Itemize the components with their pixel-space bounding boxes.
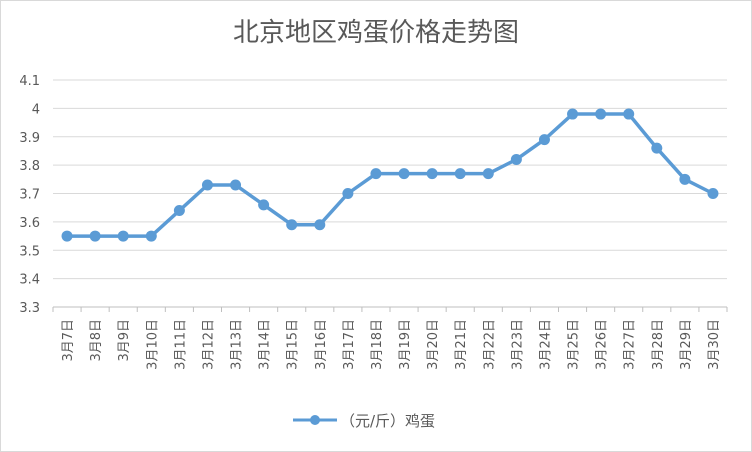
data-point [370, 168, 382, 180]
data-point [538, 134, 550, 146]
x-tick-label: 3月16日 [314, 319, 329, 370]
x-tick-label: 3月28日 [651, 319, 666, 370]
data-point [230, 179, 242, 191]
x-tick-label: 3月11日 [173, 319, 188, 370]
x-tick-label: 3月8日 [89, 319, 104, 362]
x-tick-label: 3月27日 [623, 319, 638, 370]
y-tick-label: 4 [32, 102, 40, 117]
data-point [707, 188, 719, 199]
data-point [61, 230, 73, 242]
data-point [201, 179, 213, 191]
x-tick-label: 3月24日 [538, 319, 553, 370]
x-tick-label: 3月29日 [679, 319, 694, 370]
data-point [623, 108, 635, 120]
data-point [89, 230, 101, 242]
x-tick-label: 3月23日 [510, 319, 525, 370]
x-tick-label: 3月10日 [145, 319, 160, 370]
y-tick-label: 3.9 [19, 131, 40, 146]
data-point [595, 108, 607, 120]
x-tick-label: 3月14日 [258, 319, 273, 370]
data-point [314, 219, 326, 231]
x-tick-label: 3月9日 [117, 319, 132, 362]
data-point [145, 230, 157, 242]
data-point [454, 168, 466, 180]
data-point [342, 188, 354, 199]
x-tick-label: 3月22日 [482, 319, 497, 370]
x-tick-label: 3月17日 [342, 319, 357, 370]
data-point [173, 205, 185, 217]
x-tick-label: 3月12日 [201, 319, 216, 370]
x-tick-label: 3月25日 [567, 319, 582, 370]
data-point [510, 153, 522, 165]
legend-marker [310, 415, 320, 425]
x-tick-label: 3月7日 [61, 319, 76, 362]
x-tick-label: 3月26日 [595, 319, 610, 370]
x-tick-label: 3月21日 [454, 319, 469, 370]
data-point [117, 230, 129, 242]
y-tick-label: 3.7 [19, 188, 40, 203]
data-point [258, 199, 270, 211]
x-tick-label: 3月20日 [426, 319, 441, 370]
data-point [482, 168, 494, 180]
y-tick-label: 3.5 [19, 244, 40, 259]
data-point [567, 108, 579, 120]
data-point [398, 168, 410, 180]
legend-label: （元/斤）鸡蛋 [340, 412, 435, 430]
chart-title: 北京地区鸡蛋价格走势图 [232, 18, 519, 48]
data-point [679, 173, 691, 185]
y-tick-label: 3.4 [19, 273, 40, 288]
x-tick-label: 3月19日 [398, 319, 413, 370]
y-tick-label: 3.8 [19, 159, 40, 174]
x-tick-label: 3月30日 [707, 319, 722, 370]
series-line [67, 112, 714, 238]
data-point [286, 219, 298, 231]
y-tick-label: 4.1 [19, 74, 40, 89]
data-point [426, 168, 438, 180]
x-tick-label: 3月15日 [286, 319, 301, 370]
y-tick-label: 3.3 [19, 301, 40, 316]
y-tick-label: 3.6 [19, 216, 40, 231]
x-tick-label: 3月13日 [230, 319, 245, 370]
x-tick-label: 3月18日 [370, 319, 385, 370]
data-point [651, 142, 663, 154]
